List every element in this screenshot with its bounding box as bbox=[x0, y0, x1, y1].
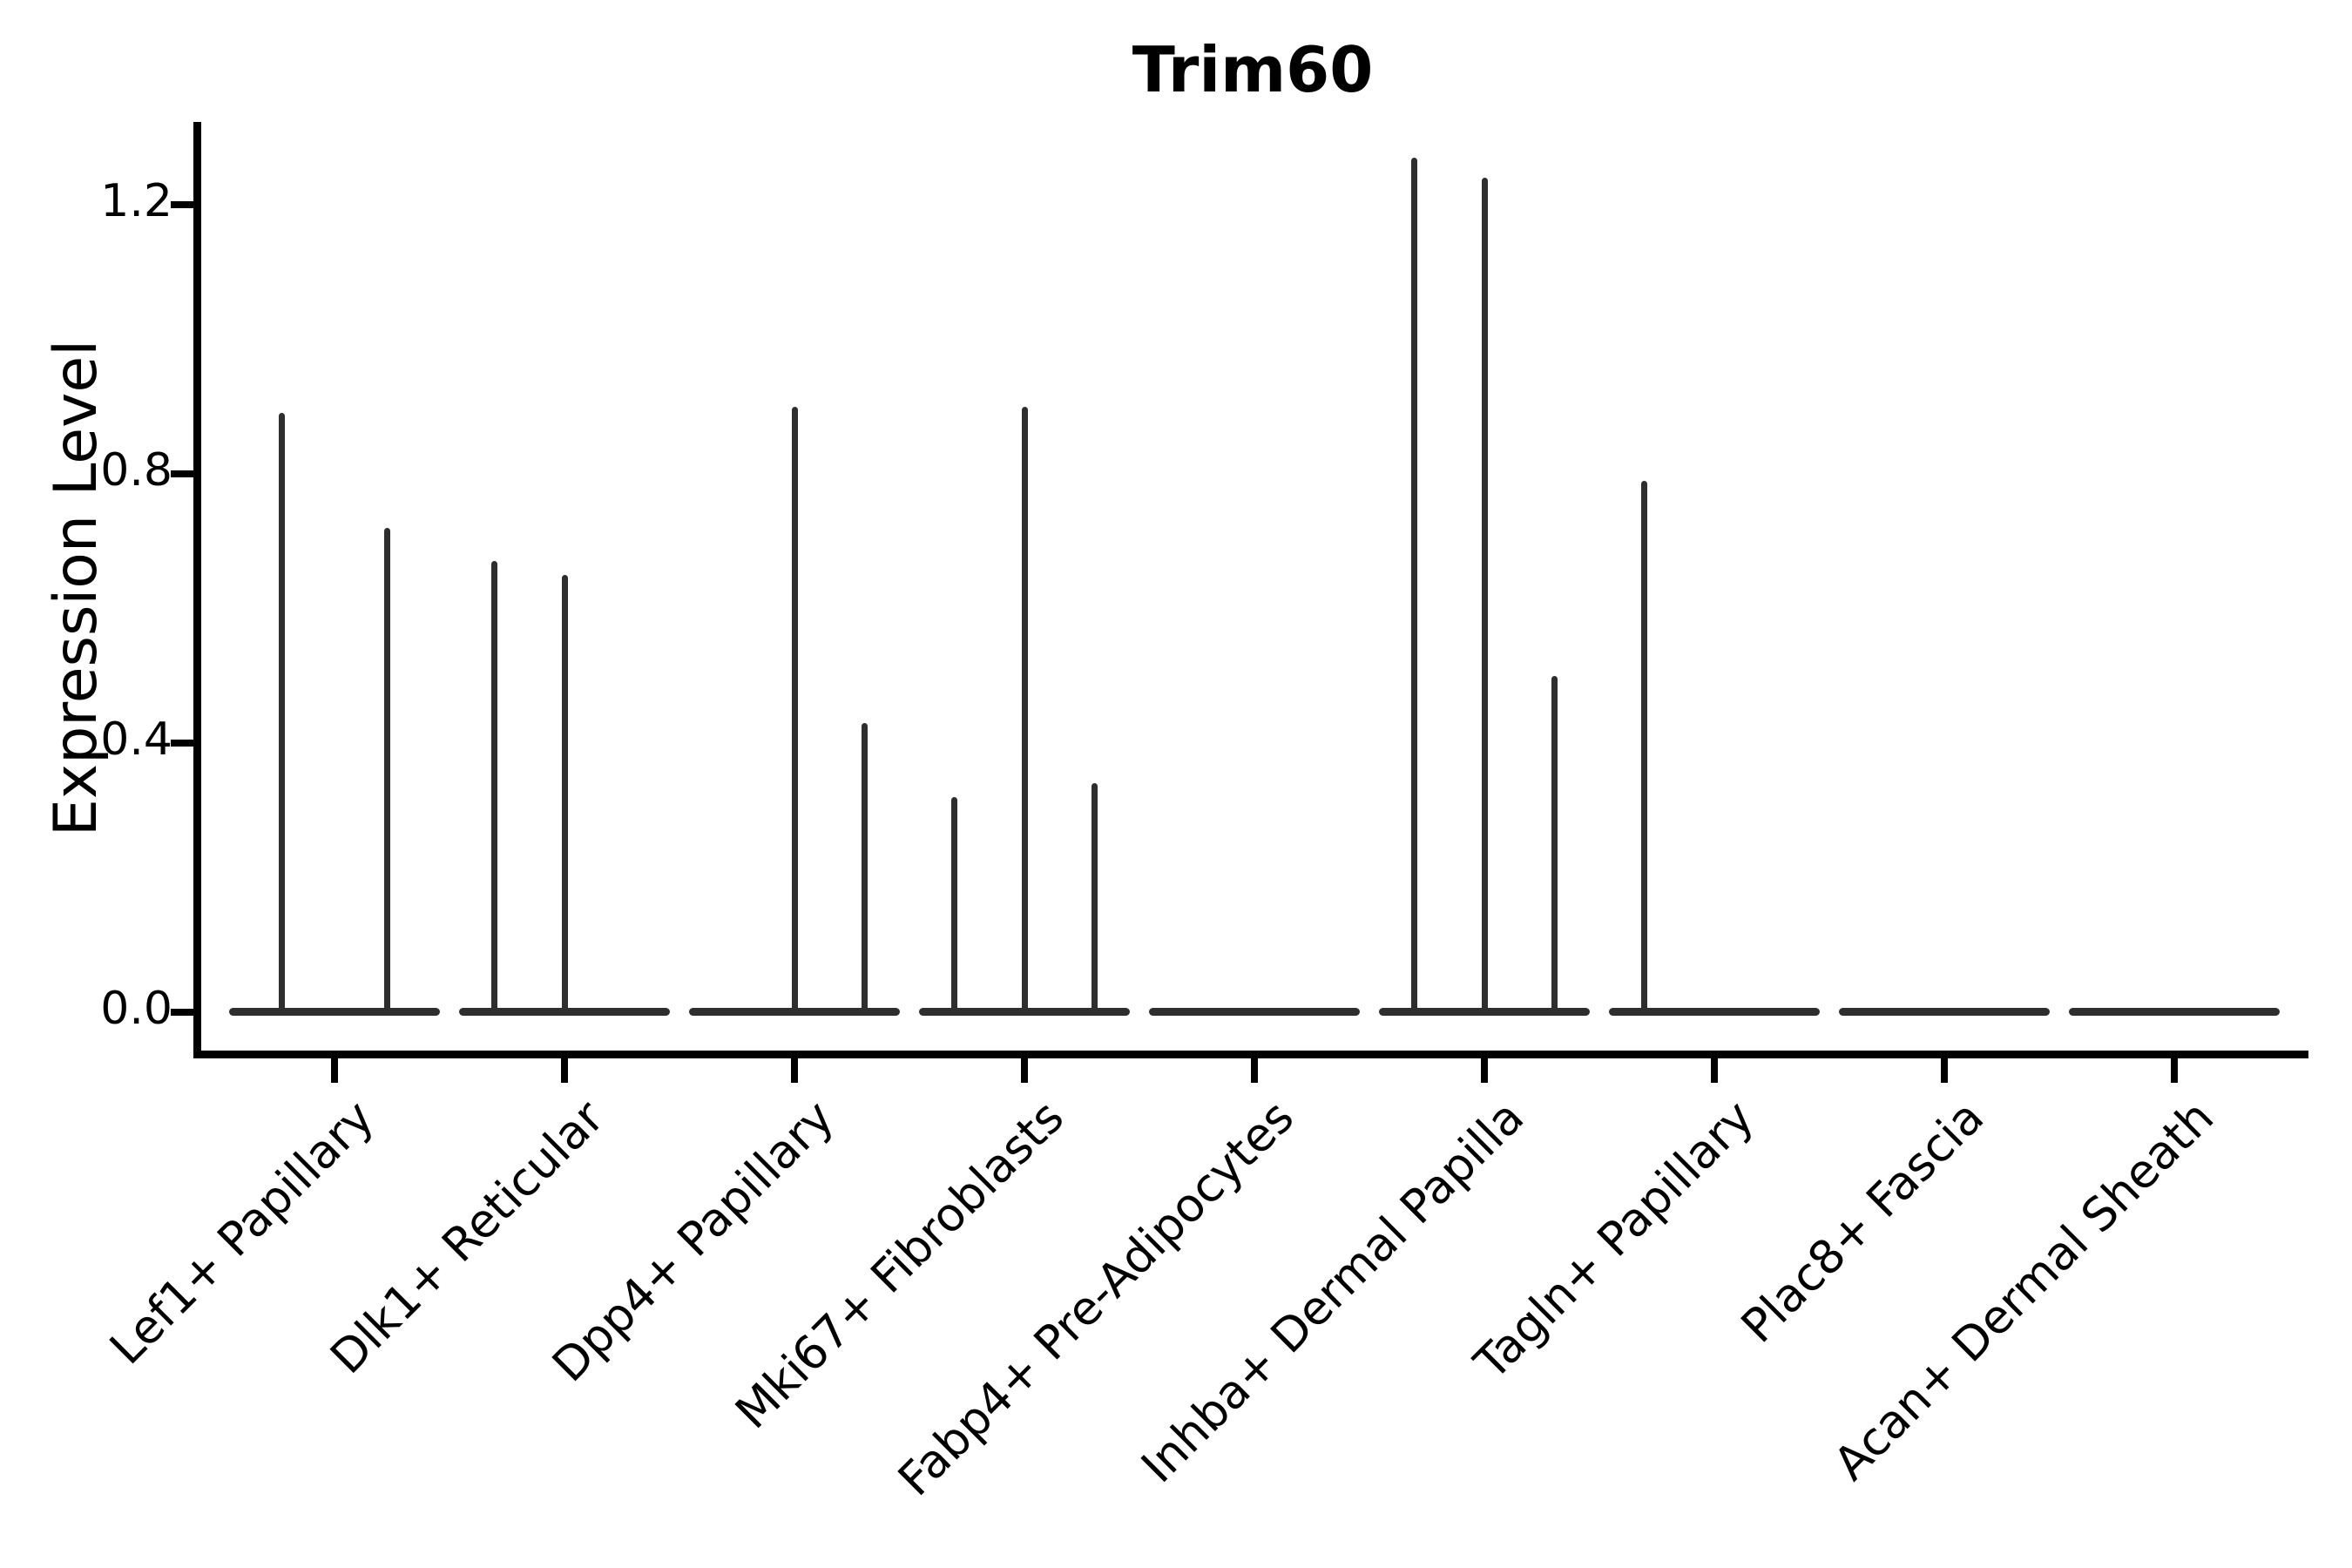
y-tick bbox=[171, 201, 193, 208]
violin-baseline bbox=[229, 1008, 440, 1016]
x-tick bbox=[2171, 1058, 2178, 1083]
violin-spike bbox=[791, 406, 798, 1012]
x-tick bbox=[1251, 1058, 1258, 1083]
violin-spike bbox=[490, 561, 497, 1012]
violin-spike bbox=[1551, 675, 1558, 1012]
violin-baseline bbox=[2069, 1008, 2280, 1016]
y-axis-label: Expression Level bbox=[42, 339, 111, 837]
violin-baseline bbox=[1609, 1008, 1820, 1016]
y-tick-label: 0.8 bbox=[100, 444, 172, 497]
x-tick bbox=[1941, 1058, 1948, 1083]
violin-baseline bbox=[1839, 1008, 2050, 1016]
violin-spike bbox=[1640, 480, 1647, 1012]
y-tick bbox=[171, 470, 193, 477]
violin-baseline bbox=[1149, 1008, 1360, 1016]
y-tick bbox=[171, 740, 193, 747]
y-tick-label: 0.0 bbox=[100, 983, 172, 1035]
x-tick bbox=[331, 1058, 338, 1083]
y-tick-label: 1.2 bbox=[100, 175, 172, 227]
violin-spike bbox=[862, 722, 868, 1012]
violin-spike bbox=[950, 796, 957, 1012]
violin-spike bbox=[384, 527, 390, 1012]
y-tick-label: 0.4 bbox=[100, 713, 172, 766]
x-tick bbox=[1481, 1058, 1488, 1083]
y-axis-spine bbox=[193, 122, 201, 1058]
y-tick bbox=[171, 1009, 193, 1016]
violin-spike bbox=[1410, 157, 1417, 1012]
x-tick bbox=[1021, 1058, 1028, 1083]
violin-spike bbox=[1021, 406, 1028, 1012]
x-tick bbox=[561, 1058, 568, 1083]
violin-spike bbox=[1481, 178, 1488, 1012]
violin-spike bbox=[1092, 783, 1098, 1012]
chart-title: Trim60 bbox=[1132, 33, 1374, 106]
x-axis-spine bbox=[193, 1051, 2308, 1058]
violin-spike bbox=[561, 574, 568, 1012]
x-tick bbox=[1711, 1058, 1718, 1083]
x-tick bbox=[791, 1058, 798, 1083]
violin-spike bbox=[279, 413, 285, 1012]
